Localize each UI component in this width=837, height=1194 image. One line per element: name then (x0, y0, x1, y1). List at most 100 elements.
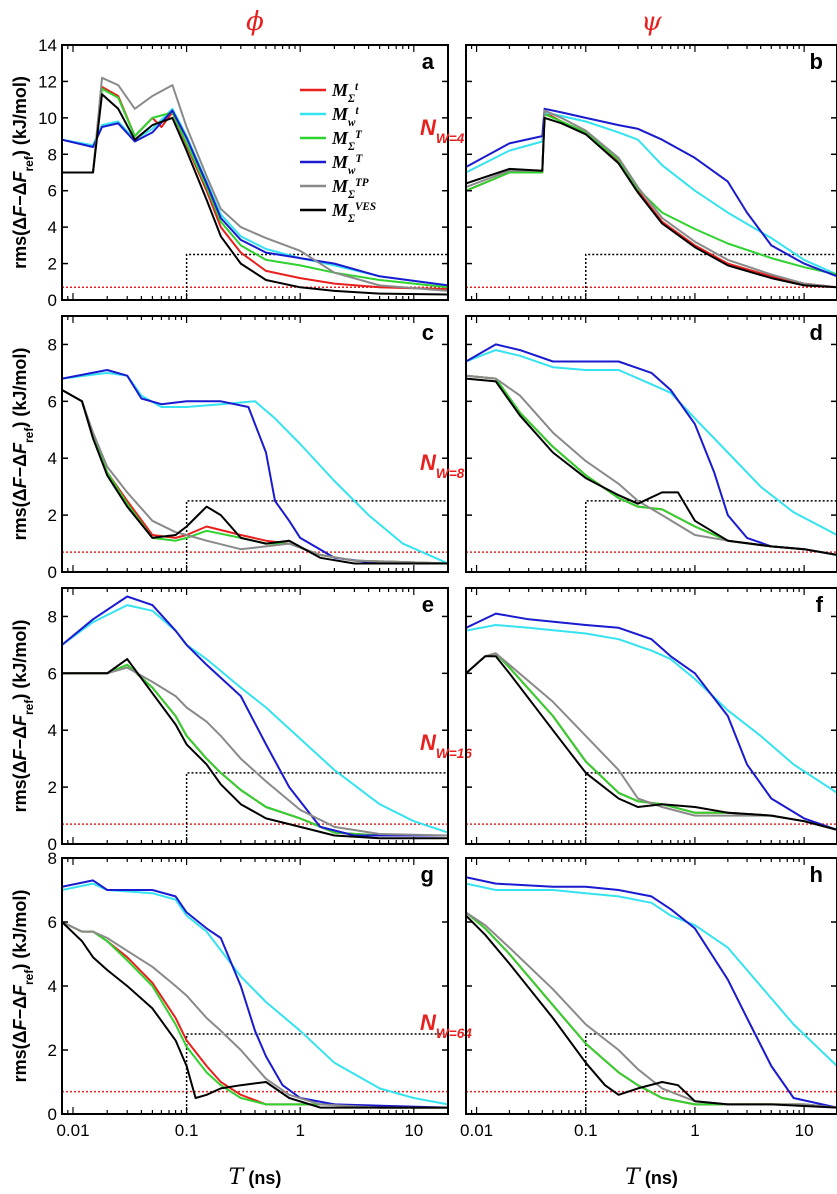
series-line-MTP (62, 921, 448, 1109)
series-line-MT (62, 921, 448, 1109)
y-tick-label: 6 (48, 913, 57, 932)
series-line-MTP (466, 374, 837, 556)
plot-frame (465, 315, 837, 573)
series-line-MwT (62, 109, 448, 287)
panel-letter: b (810, 49, 823, 74)
series-line-MwT (466, 876, 837, 1109)
series-line-Mwt (62, 371, 448, 565)
panel-a: 0 2 4 6 8 10 12 14 a NW=4 (38, 36, 465, 310)
reference-box-black (185, 1033, 448, 1114)
legend-label: MwT (331, 152, 363, 177)
column-title-0: ϕ (246, 7, 264, 37)
series-line-MVES (62, 921, 448, 1109)
reference-box-black (185, 772, 448, 844)
panel-b: b (465, 44, 837, 301)
x-axis-label: T (ns) (229, 1165, 282, 1190)
y-tick-label: 8 (48, 145, 57, 164)
y-axis-label: rms(ΔF−ΔFref) (kJ/mol) (10, 620, 36, 813)
series-line-Mt (62, 921, 448, 1109)
series-line-MVES (62, 389, 448, 565)
nw-label: NW=16 (420, 730, 472, 761)
y-tick-label: 6 (48, 664, 57, 683)
series-line-Mwt (62, 604, 448, 834)
panel-d: d (465, 315, 837, 573)
panel-letter: h (810, 862, 823, 887)
y-tick-label: 2 (48, 506, 57, 525)
series-line-MVES (62, 658, 448, 840)
reference-box-black (185, 253, 448, 300)
series-line-Mwt (466, 349, 837, 536)
y-tick-label: 6 (48, 392, 57, 411)
series-line-MVES (466, 377, 837, 556)
legend-label: MΣVES (331, 200, 376, 225)
reference-box-black (585, 772, 837, 844)
legend-label: MΣTP (331, 176, 369, 201)
series-line-MT (62, 663, 448, 837)
series-line-MwT (62, 595, 448, 837)
y-tick-label: 8 (48, 607, 57, 626)
x-tick-label: 10 (795, 1121, 814, 1140)
y-tick-label: 0 (48, 563, 57, 582)
series-line-MwT (466, 612, 837, 831)
panel-c: 0 2 4 6 8 c NW=8 (48, 315, 465, 582)
x-tick-label: 1 (295, 1121, 304, 1140)
y-tick-label: 8 (48, 335, 57, 354)
x-axis-label: T (ns) (625, 1165, 678, 1190)
y-tick-label: 6 (48, 182, 57, 201)
plot-frame (61, 587, 449, 845)
panel-letter: c (422, 320, 434, 345)
y-tick-label: 10 (38, 109, 57, 128)
panel-e: 0 2 4 6 8 e NW=16 (48, 587, 472, 854)
series-line-MT (466, 374, 837, 556)
y-axis-label: rms(ΔF−ΔFref) (kJ/mol) (10, 76, 36, 269)
x-tick-label: 1 (690, 1121, 699, 1140)
series-line-MVES (466, 914, 837, 1109)
series-line-MwT (62, 879, 448, 1109)
series-line-MTP (62, 666, 448, 837)
y-tick-label: 0 (48, 291, 57, 310)
x-tick-label: 10 (404, 1121, 423, 1140)
x-tick-label: 0.1 (175, 1121, 199, 1140)
legend-label: MΣT (331, 128, 363, 153)
legend-label: Mwt (331, 104, 359, 129)
reference-box-black (185, 500, 448, 572)
column-title-1: ψ (641, 7, 662, 37)
y-axis-label: rms(ΔF−ΔFref) (kJ/mol) (10, 890, 36, 1083)
panel-letter: g (421, 862, 434, 887)
series-line-Mt (62, 389, 448, 565)
reference-box-black (585, 1033, 837, 1114)
y-tick-label: 4 (48, 977, 57, 996)
y-tick-label: 2 (48, 1041, 57, 1060)
reference-box-black (585, 500, 837, 572)
panel-f: f (465, 587, 837, 845)
y-tick-label: 2 (48, 255, 57, 274)
y-axis-label: rms(ΔF−ΔFref) (kJ/mol) (10, 348, 36, 541)
y-tick-label: 14 (38, 36, 57, 55)
plot-frame (61, 857, 449, 1115)
panel-g: 0 2 4 6 8 0.01 0.1 1 10 g NW=64 (48, 849, 473, 1140)
x-tick-label: 0.01 (56, 1121, 89, 1140)
series-line-MVES (466, 655, 837, 831)
series-line-Mwt (466, 882, 837, 1067)
panel-letter: d (810, 320, 823, 345)
y-tick-label: 0 (48, 1105, 57, 1124)
series-line-Mwt (62, 882, 448, 1106)
y-tick-label: 8 (48, 849, 57, 868)
y-tick-label: 2 (48, 778, 57, 797)
series-line-Mwt (466, 624, 837, 794)
x-tick-label: 0.1 (574, 1121, 598, 1140)
panel-h: 0.01 0.1 1 10 h (460, 857, 837, 1140)
x-tick-label: 0.01 (460, 1121, 493, 1140)
y-tick-label: 4 (48, 721, 57, 740)
y-tick-label: 12 (38, 72, 57, 91)
series-line-Mt (466, 374, 837, 556)
nw-label: NW=8 (420, 450, 465, 481)
series-line-MwT (466, 343, 837, 556)
legend-label: MΣt (331, 80, 359, 105)
series-line-MT (62, 87, 448, 289)
series-line-MVES (466, 116, 837, 289)
series-line-MwT (62, 369, 448, 565)
panel-letter: a (422, 49, 435, 74)
